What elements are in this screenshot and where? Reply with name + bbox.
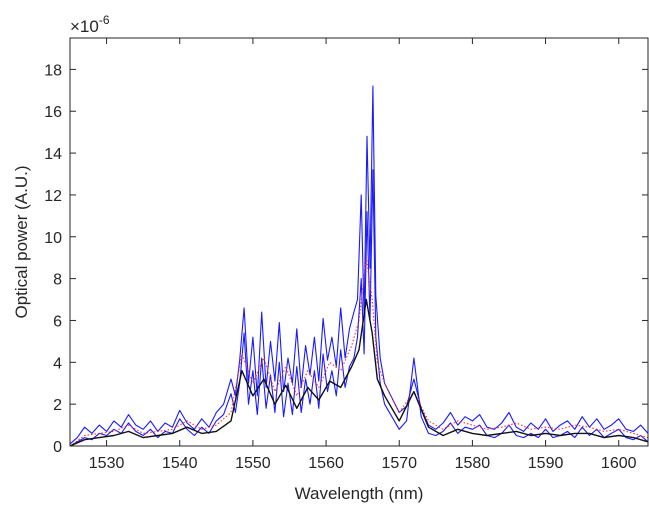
series-line-3-red <box>70 257 649 446</box>
x-tick-label: 1550 <box>235 455 271 472</box>
x-tick-label: 1570 <box>381 455 417 472</box>
y-tick-label: 10 <box>44 230 62 247</box>
plot-frame <box>69 37 649 447</box>
x-tick-label: 1600 <box>601 455 637 472</box>
ticks-layer: 1530 1540 1550 1560 1570 1580 1590 1600 0 2 4 6 8 10 1… <box>44 38 648 472</box>
y-tick-label: 16 <box>44 104 62 121</box>
y-exponent-label: ×10-6 <box>70 13 110 36</box>
x-tick-label: 1580 <box>455 455 491 472</box>
x-tick-label: 1590 <box>528 455 564 472</box>
y-tick-label: 6 <box>53 313 62 330</box>
x-tick-label: 1560 <box>308 455 344 472</box>
y-tick-label: 2 <box>53 397 62 414</box>
series-layer <box>70 85 649 446</box>
y-tick-label: 0 <box>53 439 62 456</box>
y-exponent-base: ×10 <box>70 17 99 36</box>
x-axis-label: Wavelength (nm) <box>295 484 424 503</box>
y-axis-label: Optical power (A.U.) <box>12 165 31 318</box>
y-exponent-power: -6 <box>99 13 110 27</box>
y-tick-label: 18 <box>44 62 62 79</box>
series-line-4-black <box>70 298 649 446</box>
y-tick-label: 4 <box>53 355 62 372</box>
y-tick-label: 14 <box>44 146 62 163</box>
x-tick-label: 1530 <box>89 455 125 472</box>
x-tick-label: 1540 <box>162 455 198 472</box>
y-tick-label: 8 <box>53 272 62 289</box>
series-line-1-blue <box>70 85 649 445</box>
y-tick-label: 12 <box>44 188 62 205</box>
